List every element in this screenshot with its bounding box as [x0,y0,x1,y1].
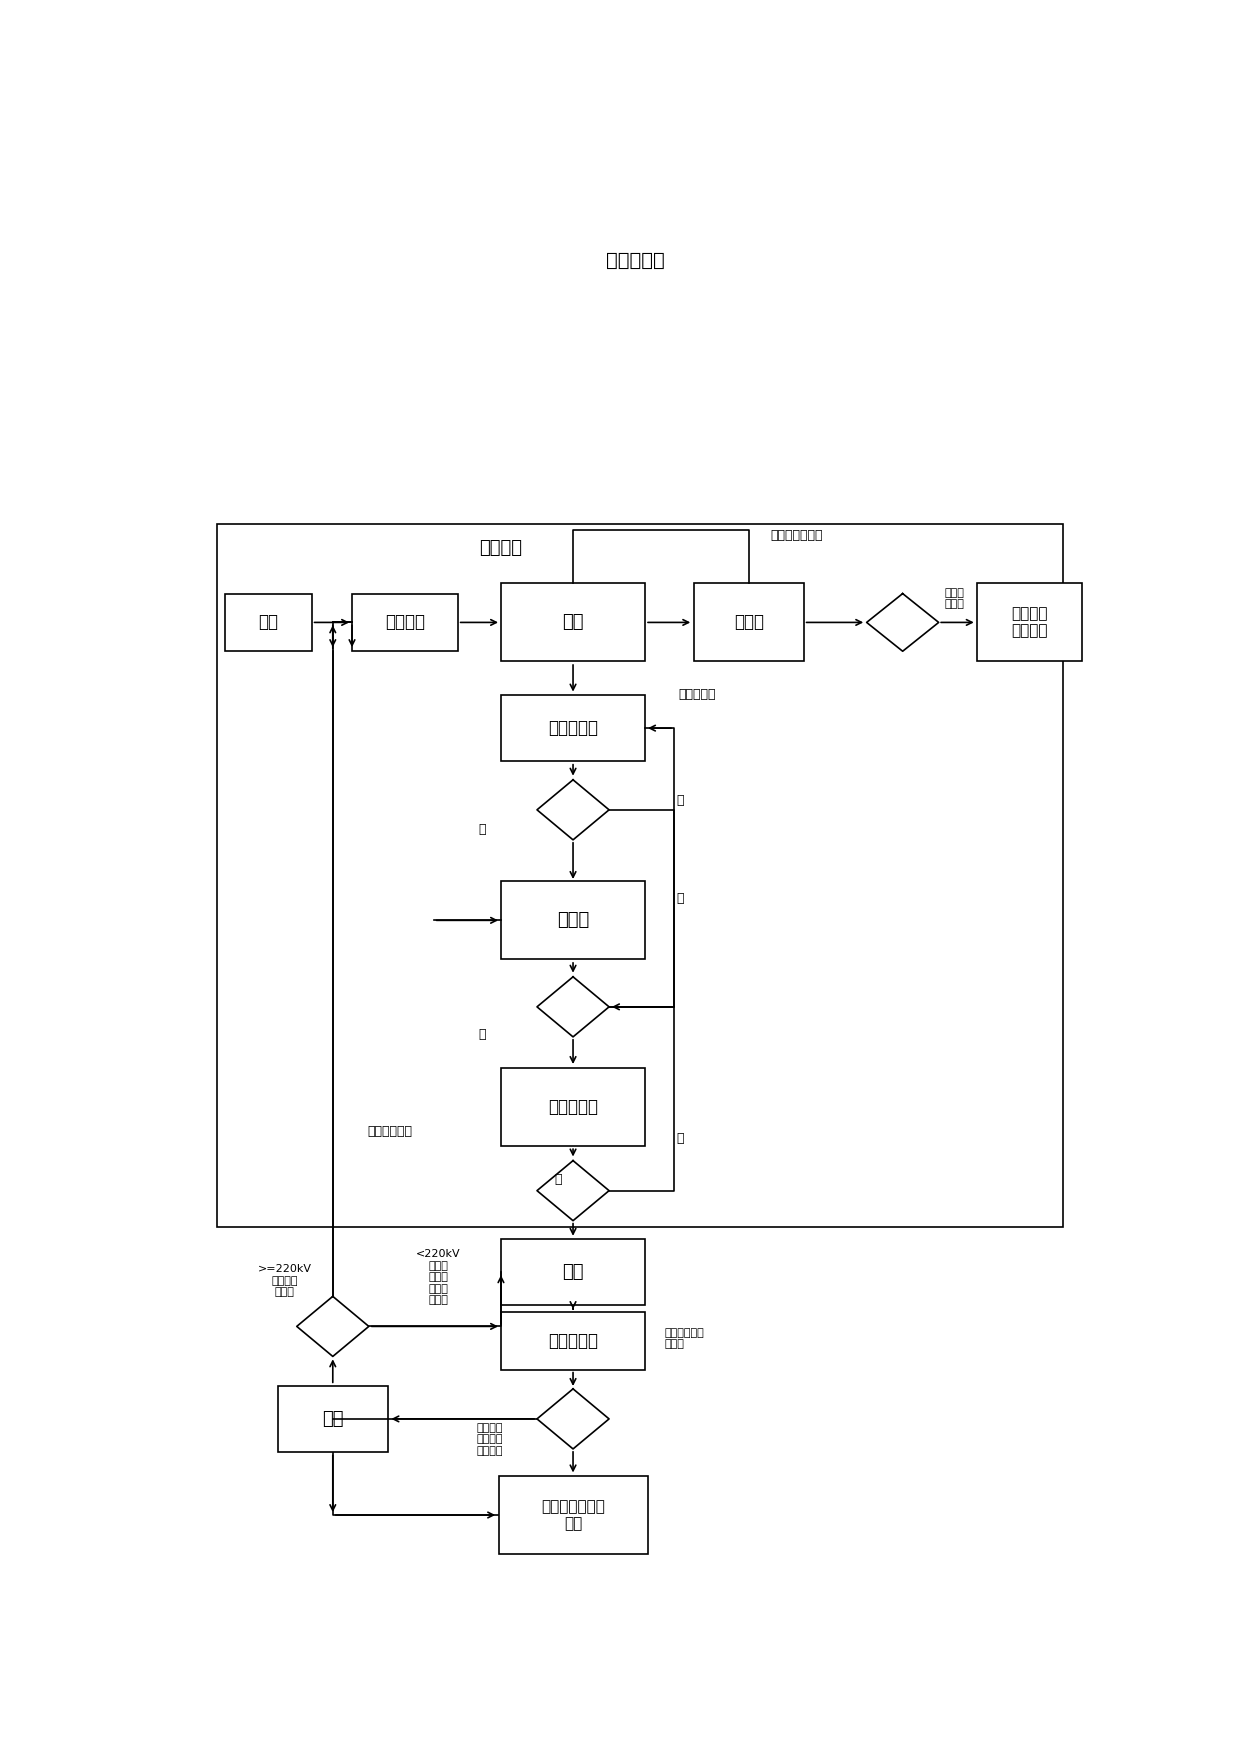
Text: 下一个开关: 下一个开关 [678,688,717,702]
Bar [352,594,458,651]
Text: 线路: 线路 [562,1264,584,1282]
Bar [217,524,1063,1227]
Bar [501,584,645,661]
Text: 开: 开 [677,892,684,904]
Bar [501,1068,645,1146]
Text: 母线: 母线 [562,614,584,631]
Text: 故障开关: 故障开关 [384,614,425,631]
Text: 拓扑流程图: 拓扑流程图 [606,250,665,270]
Text: 开: 开 [677,1132,684,1146]
Bar [498,1476,647,1553]
Text: <220kV
进入该
站当前
开关继
续拓扑: <220kV 进入该 站当前 开关继 续拓扑 [417,1248,461,1305]
Bar [501,695,645,762]
Text: 输出: 输出 [322,1410,343,1428]
Text: 合: 合 [477,1028,486,1040]
Text: 刀闸（内）: 刀闸（内） [548,719,598,737]
Text: 变压器: 变压器 [734,614,764,631]
Bar [501,882,645,959]
Text: 开: 开 [677,793,684,807]
Text: 站内拓扑: 站内拓扑 [480,539,522,557]
Text: 变电站内
拓扑结束: 变电站内 拓扑结束 [1012,606,1048,638]
Bar [693,584,805,661]
Text: 合: 合 [477,823,486,836]
Bar [977,584,1083,661]
Bar [278,1386,388,1453]
Text: >=220kV
输出后不
再拓扑: >=220kV 输出后不 再拓扑 [258,1264,311,1298]
Text: 大于当前
变电站的
电压等级: 大于当前 变电站的 电压等级 [476,1423,502,1456]
Text: 对侧变电站: 对侧变电站 [548,1331,598,1350]
Bar [501,1239,645,1305]
Bar [501,1312,645,1370]
Text: 刀闸（外）: 刀闸（外） [548,1098,598,1116]
Text: 合: 合 [554,1174,563,1186]
Text: 开始: 开始 [258,614,279,631]
Text: 交流线段端拓扑
结束: 交流线段端拓扑 结束 [541,1499,605,1532]
Text: 断路器: 断路器 [557,911,589,929]
Text: 母线遍
历完成: 母线遍 历完成 [945,587,965,610]
Bar [226,594,311,651]
Text: 开关遍历结束: 开关遍历结束 [367,1125,413,1139]
Text: 小于当前站电
压等级: 小于当前站电 压等级 [665,1328,704,1349]
Text: 遍历升压侧母线: 遍历升压侧母线 [770,529,822,543]
